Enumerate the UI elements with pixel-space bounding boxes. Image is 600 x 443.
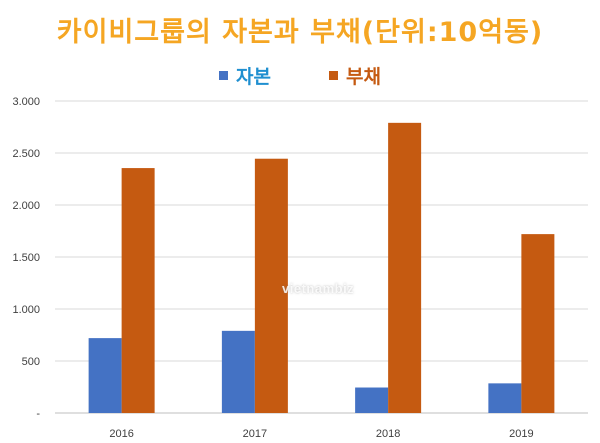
bar-capital	[488, 383, 522, 413]
x-tick-label: 2018	[376, 428, 400, 440]
legend-item-debt: 부채	[329, 62, 381, 89]
x-tick-label: 2016	[109, 428, 133, 440]
y-tick-label: -	[36, 408, 40, 420]
legend-label-debt: 부채	[346, 66, 381, 88]
bar-capital	[221, 330, 255, 413]
bar-capital	[355, 387, 389, 413]
legend: 자본 부채	[0, 62, 600, 89]
legend-item-capital: 자본	[219, 62, 271, 89]
bar-capital	[88, 338, 122, 413]
y-tick-label: 1.000	[12, 304, 40, 316]
y-tick-label: 1.500	[12, 252, 40, 264]
bar-debt	[521, 234, 555, 413]
bar-debt	[254, 158, 288, 413]
y-tick-label: 3.000	[12, 96, 40, 108]
bar-debt	[121, 168, 155, 413]
y-tick-label: 2.000	[12, 200, 40, 212]
y-tick-label: 2.500	[12, 148, 40, 160]
chart-title: 카이비그룹의 자본과 부채(단위:10억동)	[56, 17, 544, 48]
bar-debt	[388, 122, 422, 413]
x-tick-label: 2017	[243, 428, 267, 440]
legend-swatch-capital	[219, 71, 229, 80]
y-tick-label: 500	[22, 356, 40, 368]
legend-swatch-debt	[329, 71, 338, 80]
watermark-logo: vietnambiz	[282, 281, 355, 296]
x-tick-label: 2019	[509, 428, 533, 440]
legend-label-capital: 자본	[236, 66, 271, 88]
